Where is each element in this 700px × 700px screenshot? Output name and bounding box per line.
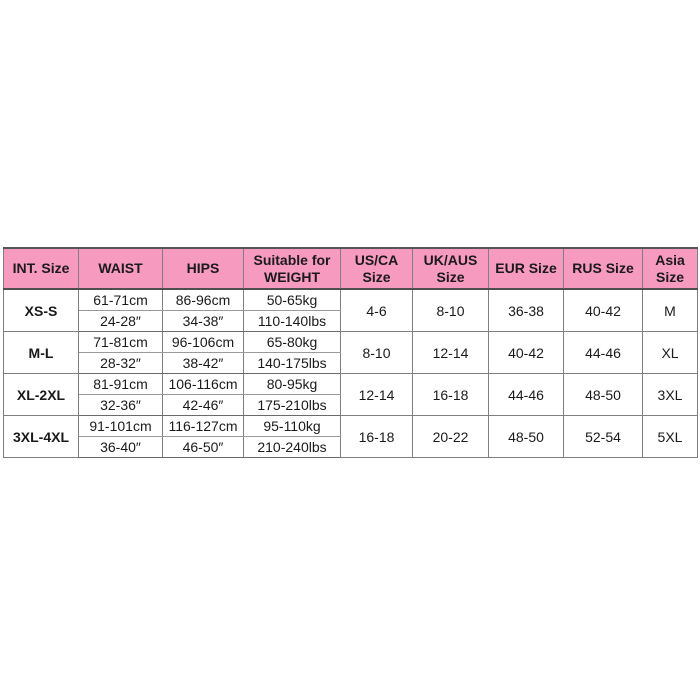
cell-weight-kg: 80-95kg <box>243 373 341 395</box>
cell-waist-in: 28-32″ <box>78 352 163 374</box>
col-header-int-size: INT. Size <box>3 247 79 290</box>
col-header-asia: Asia Size <box>642 247 698 290</box>
table-row-xs-s-imperial: 24-28″ 34-38″ 110-140lbs <box>4 310 698 332</box>
cell-hips-in: 38-42″ <box>162 352 244 374</box>
cell-int-size: M-L <box>3 331 79 374</box>
col-header-uk-aus: UK/AUS Size <box>412 247 489 290</box>
cell-hips-in: 46-50″ <box>162 436 244 458</box>
cell-asia-size: M <box>642 288 698 332</box>
col-header-rus: RUS Size <box>563 247 643 290</box>
cell-eur-size: 48-50 <box>488 415 564 458</box>
cell-weight-lbs: 175-210lbs <box>243 394 341 416</box>
table-row-xs-s-metric: XS-S 61-71cm 86-96cm 50-65kg 4-6 8-10 36… <box>3 288 698 332</box>
cell-us-ca-size: 8-10 <box>340 331 413 374</box>
cell-weight-kg: 95-110kg <box>243 415 341 437</box>
cell-int-size: XS-S <box>3 288 79 332</box>
table-header: INT. Size WAIST HIPS Suitable for WEIGHT… <box>3 247 698 290</box>
cell-hips-in: 42-46″ <box>162 394 244 416</box>
cell-eur-size: 36-38 <box>488 288 564 332</box>
cell-rus-size: 40-42 <box>563 288 643 332</box>
size-chart-table: INT. Size WAIST HIPS Suitable for WEIGHT… <box>3 247 698 458</box>
cell-hips-in: 34-38″ <box>162 310 244 332</box>
cell-waist-in: 24-28″ <box>78 310 163 332</box>
table-row-3xl-4xl-imperial: 36-40″ 46-50″ 210-240lbs <box>4 436 698 458</box>
cell-hips-cm: 86-96cm <box>162 288 244 311</box>
cell-asia-size: 3XL <box>642 373 698 416</box>
cell-weight-lbs: 110-140lbs <box>243 310 341 332</box>
table-row-m-l-imperial: 28-32″ 38-42″ 140-175lbs <box>4 352 698 374</box>
cell-int-size: 3XL-4XL <box>3 415 79 458</box>
col-header-us-ca: US/CA Size <box>340 247 413 290</box>
cell-hips-cm: 106-116cm <box>162 373 244 395</box>
cell-rus-size: 52-54 <box>563 415 643 458</box>
cell-rus-size: 48-50 <box>563 373 643 416</box>
cell-eur-size: 40-42 <box>488 331 564 374</box>
cell-uk-aus-size: 8-10 <box>412 288 489 332</box>
cell-uk-aus-size: 16-18 <box>412 373 489 416</box>
cell-asia-size: XL <box>642 331 698 374</box>
cell-us-ca-size: 12-14 <box>340 373 413 416</box>
cell-waist-in: 32-36″ <box>78 394 163 416</box>
cell-waist-in: 36-40″ <box>78 436 163 458</box>
table-row-m-l-metric: M-L 71-81cm 96-106cm 65-80kg 8-10 12-14 … <box>3 331 698 374</box>
cell-waist-cm: 71-81cm <box>78 331 163 353</box>
cell-waist-cm: 61-71cm <box>78 288 163 311</box>
cell-eur-size: 44-46 <box>488 373 564 416</box>
cell-weight-lbs: 210-240lbs <box>243 436 341 458</box>
col-header-eur: EUR Size <box>488 247 564 290</box>
cell-weight-kg: 65-80kg <box>243 331 341 353</box>
col-header-weight: Suitable for WEIGHT <box>243 247 341 290</box>
cell-asia-size: 5XL <box>642 415 698 458</box>
cell-us-ca-size: 16-18 <box>340 415 413 458</box>
cell-int-size: XL-2XL <box>3 373 79 416</box>
cell-us-ca-size: 4-6 <box>340 288 413 332</box>
cell-weight-lbs: 140-175lbs <box>243 352 341 374</box>
cell-hips-cm: 96-106cm <box>162 331 244 353</box>
cell-weight-kg: 50-65kg <box>243 288 341 311</box>
cell-uk-aus-size: 12-14 <box>412 331 489 374</box>
col-header-waist: WAIST <box>78 247 163 290</box>
table-body: XS-S 61-71cm 86-96cm 50-65kg 4-6 8-10 36… <box>3 288 698 458</box>
cell-rus-size: 44-46 <box>563 331 643 374</box>
cell-waist-cm: 81-91cm <box>78 373 163 395</box>
header-row: INT. Size WAIST HIPS Suitable for WEIGHT… <box>3 247 698 290</box>
cell-hips-cm: 116-127cm <box>162 415 244 437</box>
cell-waist-cm: 91-101cm <box>78 415 163 437</box>
table-row-3xl-4xl-metric: 3XL-4XL 91-101cm 116-127cm 95-110kg 16-1… <box>3 415 698 458</box>
table-row-xl-2xl-metric: XL-2XL 81-91cm 106-116cm 80-95kg 12-14 1… <box>3 373 698 416</box>
cell-uk-aus-size: 20-22 <box>412 415 489 458</box>
col-header-hips: HIPS <box>162 247 244 290</box>
